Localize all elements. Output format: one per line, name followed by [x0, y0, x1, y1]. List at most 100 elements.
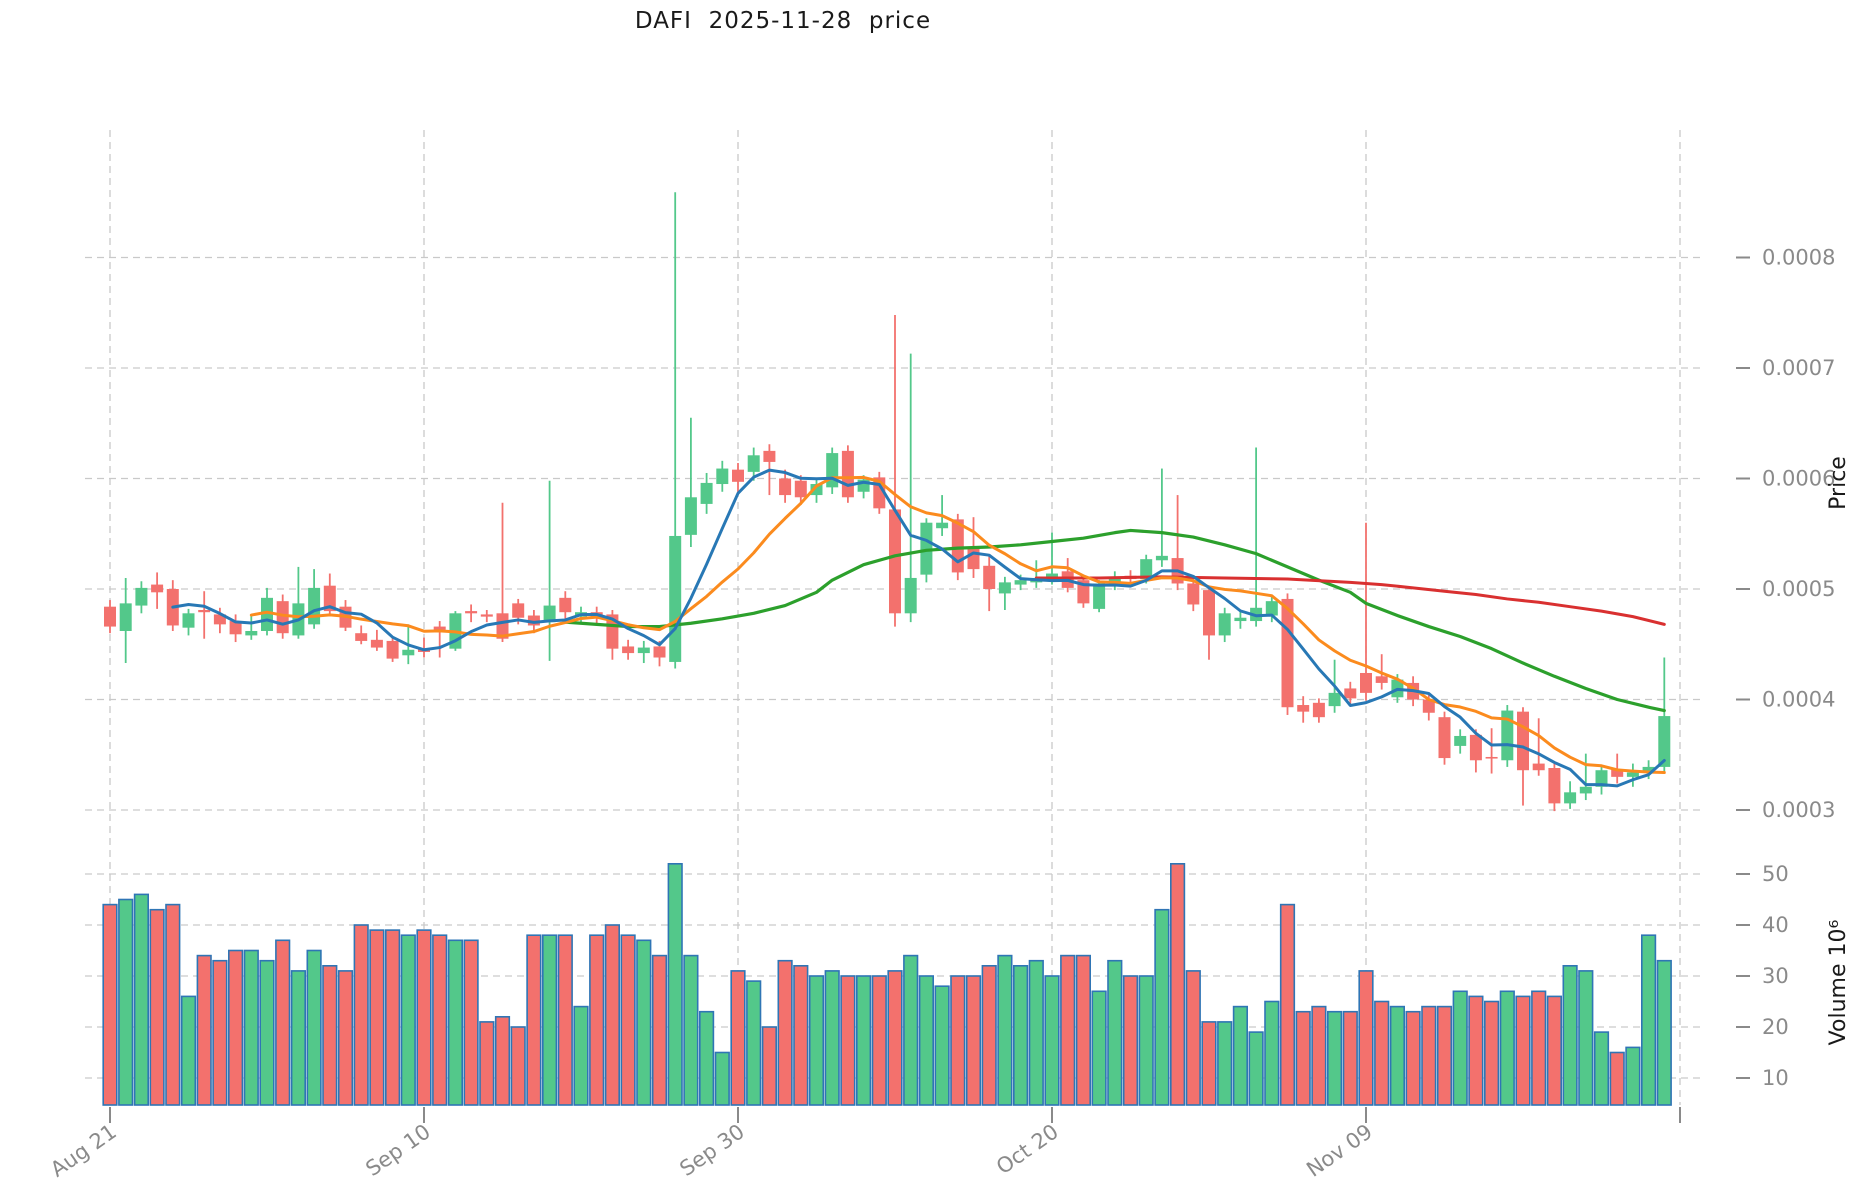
candle-body [826, 453, 839, 488]
volume-bar [416, 929, 432, 1106]
candle-body [920, 522, 933, 575]
volume-bar [1122, 975, 1139, 1106]
volume-bar [604, 924, 620, 1106]
candle-body [370, 639, 383, 648]
candle-body [559, 597, 572, 613]
sma5-line [171, 468, 1666, 788]
volume-bar [306, 949, 322, 1106]
candle-body [1642, 766, 1655, 773]
candle-body [1046, 573, 1058, 580]
volume-bar [714, 1051, 730, 1106]
volume-bar [1232, 1005, 1248, 1106]
candle-body [1265, 601, 1278, 616]
candle-body [732, 469, 744, 482]
date-tick-label: Sep 30 [675, 1119, 749, 1181]
candle-body [104, 606, 116, 627]
volume-bar [1389, 1005, 1405, 1106]
volume-bar [447, 939, 464, 1106]
candle-body [308, 587, 321, 625]
volume-bar [1327, 1010, 1343, 1106]
sma10-line [249, 475, 1666, 775]
volume-bar [1185, 970, 1201, 1106]
candle-body [386, 640, 399, 659]
candle-body [779, 478, 792, 496]
volume-bar [337, 970, 354, 1106]
volume-bar [793, 964, 809, 1106]
candle-body [1438, 717, 1451, 759]
volume-bar [1279, 903, 1296, 1106]
volume-bar [1405, 1010, 1421, 1106]
volume-bar [1217, 1021, 1233, 1106]
candle-body [904, 577, 917, 614]
volume-bar [855, 975, 872, 1106]
candle-body [1218, 613, 1231, 636]
volume-bar [683, 954, 699, 1106]
candle-body [1485, 756, 1498, 759]
volume-bar [384, 929, 401, 1106]
volume-bar [840, 975, 856, 1106]
volume-bar [589, 934, 605, 1106]
candle-body [1014, 580, 1027, 585]
price-tick-label: 0.0003 [1762, 798, 1835, 822]
date-tick-label: Aug 21 [46, 1119, 121, 1181]
candle-body [936, 522, 949, 529]
candle-body [1281, 598, 1294, 708]
volume-bar [824, 970, 840, 1106]
volume-bar [149, 908, 165, 1106]
candle-body [1454, 735, 1467, 746]
volume-bar [1452, 990, 1468, 1106]
candle-body [763, 450, 776, 462]
volume-bar [1625, 1046, 1641, 1106]
price-tick-label: 0.0008 [1762, 246, 1835, 270]
volume-bar [746, 980, 762, 1106]
volume-bar [1342, 1010, 1358, 1106]
candle-body [245, 630, 258, 636]
volume-bar [997, 954, 1013, 1106]
volume-tick-label: 40 [1762, 913, 1789, 937]
volume-bar [1060, 954, 1076, 1106]
candle-body [182, 613, 195, 628]
candle-body [119, 603, 132, 631]
candle-body [810, 484, 823, 496]
price-tick-label: 0.0006 [1762, 467, 1835, 491]
volume-bar [165, 903, 181, 1106]
candle-body [402, 649, 415, 656]
candle-body [1328, 692, 1341, 707]
volume-bar [918, 975, 934, 1106]
volume-bar [1028, 959, 1044, 1106]
candle-body [951, 519, 964, 573]
candle-body [229, 621, 242, 635]
volume-bar [1578, 970, 1594, 1106]
volume-bar [667, 862, 683, 1106]
date-tick-label: Sep 10 [361, 1119, 435, 1181]
volume-bar [903, 954, 919, 1106]
volume-bar [510, 1026, 526, 1106]
volume-bar [981, 964, 997, 1106]
volume-bar [1484, 1000, 1500, 1106]
candle-body [527, 615, 540, 626]
candle-body [496, 613, 509, 639]
candle-body [716, 468, 729, 485]
volume-bar [1012, 964, 1029, 1106]
candle-body [261, 597, 273, 631]
candle-body [1422, 699, 1435, 713]
candle-body [1297, 705, 1310, 712]
candle-body [135, 587, 148, 606]
price-tick-label: 0.0004 [1762, 688, 1835, 712]
volume-bar [730, 970, 746, 1106]
candle-body [1187, 583, 1200, 605]
candle-body [465, 611, 478, 614]
volume-bars [102, 862, 1672, 1106]
candle-body [700, 482, 713, 504]
volume-bar [1609, 1051, 1625, 1106]
candle-body [433, 626, 446, 630]
volume-bar [133, 893, 150, 1106]
volume-bar [620, 934, 636, 1106]
volume-bar [212, 959, 228, 1106]
volume-bar [180, 995, 197, 1106]
candle-body [1611, 769, 1624, 777]
volume-bar [1170, 862, 1186, 1106]
candle-body [1140, 559, 1153, 580]
candle-body [1595, 770, 1608, 787]
volume-bar [1641, 934, 1657, 1106]
